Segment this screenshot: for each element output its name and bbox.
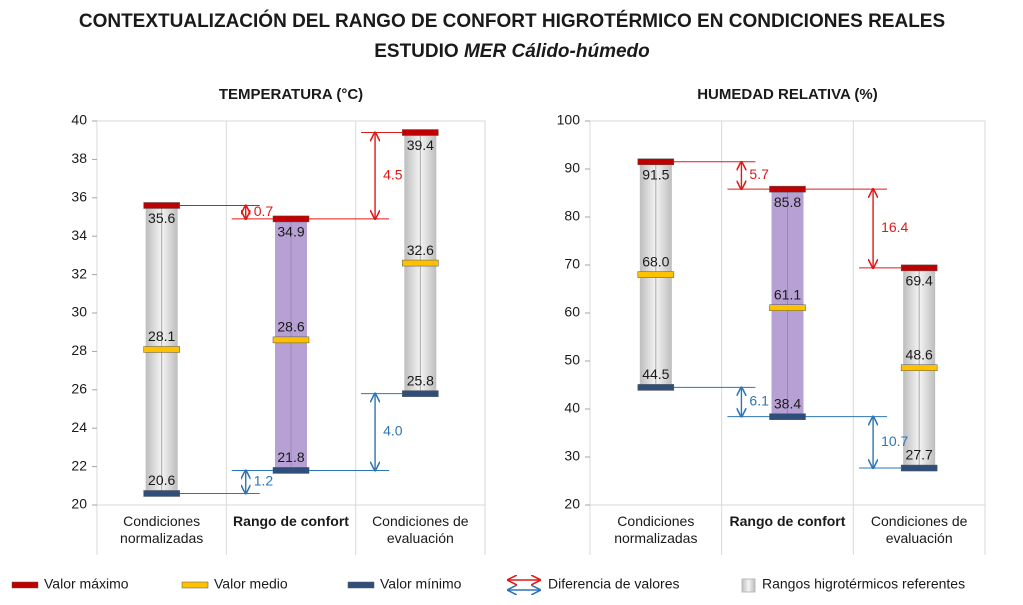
value-marker (272, 215, 310, 223)
value-marker (769, 185, 806, 193)
legend-label: Valor medio (214, 576, 288, 592)
legend-label: Valor mínimo (380, 576, 462, 592)
value-marker (637, 158, 675, 166)
difference-label: 5.7 (749, 166, 769, 182)
value-label: 28.1 (148, 328, 175, 344)
x-tick-label: Condiciones de evaluación (372, 513, 469, 546)
category-label-box: Rango de confort (233, 513, 349, 529)
value-label: 21.8 (277, 449, 304, 465)
value-label: 44.5 (642, 366, 669, 382)
value-marker (900, 264, 938, 272)
legend-swatch (181, 581, 209, 589)
value-marker (402, 259, 439, 267)
y-tick-label: 100 (557, 112, 581, 128)
y-tick-label: 30 (71, 304, 87, 320)
value-marker (769, 304, 806, 311)
value-label: 61.1 (774, 286, 801, 302)
y-tick-label: 80 (564, 208, 580, 224)
value-label: 85.8 (774, 194, 801, 210)
y-tick-label: 50 (564, 352, 580, 368)
difference-label: 6.1 (749, 393, 769, 409)
category-label-box: Condiciones normalizadas (614, 513, 698, 546)
difference-label: 1.2 (254, 473, 274, 489)
subtitle-emphasis: MER Cálido-húmedo (464, 41, 650, 62)
legend-swatch (11, 581, 39, 589)
value-marker (637, 271, 675, 278)
value-label: 39.4 (407, 137, 434, 153)
legend-label: Diferencia de valores (548, 576, 680, 592)
category-label-box: Condiciones de evaluación (372, 513, 469, 546)
value-marker (402, 390, 439, 397)
y-tick-label: 40 (71, 112, 87, 128)
value-label: 38.4 (774, 395, 801, 411)
y-tick-label: 22 (71, 457, 87, 473)
y-tick-label: 20 (71, 496, 87, 512)
legend-swatch (741, 578, 756, 593)
difference-label: 4.5 (383, 166, 403, 182)
y-tick-label: 34 (71, 227, 87, 243)
value-marker (900, 364, 938, 371)
legend-label: Rangos higrotérmicos referentes (762, 576, 965, 592)
value-label: 32.6 (407, 242, 434, 258)
x-tick-label: Condiciones normalizadas (120, 513, 204, 546)
value-label: 25.8 (407, 372, 434, 388)
value-marker (402, 129, 439, 136)
x-tick-label: Condiciones normalizadas (614, 513, 698, 546)
category-label-box: Condiciones de evaluación (870, 513, 968, 546)
value-marker (900, 464, 938, 472)
chart-title: TEMPERATURA (°C) (219, 86, 363, 103)
y-tick-label: 24 (71, 419, 87, 435)
difference-label: 4.0 (383, 423, 403, 439)
difference-label: 0.7 (254, 203, 274, 219)
value-label: 27.7 (906, 447, 933, 463)
y-tick-label: 60 (564, 304, 580, 320)
y-tick-label: 30 (564, 448, 580, 464)
y-tick-label: 28 (71, 342, 87, 358)
value-marker (637, 384, 675, 391)
value-label: 68.0 (642, 253, 669, 269)
subtitle-text: ESTUDIO (374, 41, 458, 62)
y-tick-label: 38 (71, 150, 87, 166)
y-tick-label: 26 (71, 381, 87, 397)
legend-label: Valor máximo (44, 576, 129, 592)
value-label: 28.6 (277, 319, 304, 335)
subtitle: ESTUDIO MER Cálido-húmedo (374, 41, 650, 62)
value-marker (272, 336, 310, 344)
title: CONTEXTUALIZACIÓN DEL RANGO DE CONFORT H… (79, 10, 945, 32)
x-tick-label: Condiciones de evaluación (870, 513, 968, 546)
value-label: 91.5 (642, 167, 669, 183)
y-tick-label: 36 (71, 189, 87, 205)
y-tick-label: 40 (564, 400, 580, 416)
category-label-box: Condiciones normalizadas (120, 513, 204, 546)
value-marker (143, 490, 180, 497)
value-label: 34.9 (277, 224, 304, 240)
value-label: 20.6 (148, 472, 175, 488)
y-tick-label: 32 (71, 265, 87, 281)
value-label: 69.4 (906, 273, 933, 289)
value-marker (769, 413, 806, 420)
chart-title: HUMEDAD RELATIVA (%) (697, 86, 878, 103)
value-marker (272, 467, 310, 474)
legend-swatch (347, 581, 375, 589)
x-tick-label: Rango de confort (729, 513, 846, 529)
value-label: 35.6 (148, 210, 175, 226)
y-tick-label: 70 (564, 256, 580, 272)
value-marker (143, 202, 180, 209)
y-tick-label: 90 (564, 160, 580, 176)
value-marker (143, 346, 180, 353)
difference-label: 16.4 (881, 219, 908, 235)
y-tick-label: 20 (564, 496, 580, 512)
category-label-box: Rango de confort (729, 513, 846, 529)
x-tick-label: Rango de confort (233, 513, 349, 529)
value-label: 48.6 (906, 346, 933, 362)
difference-label: 10.7 (881, 433, 908, 449)
